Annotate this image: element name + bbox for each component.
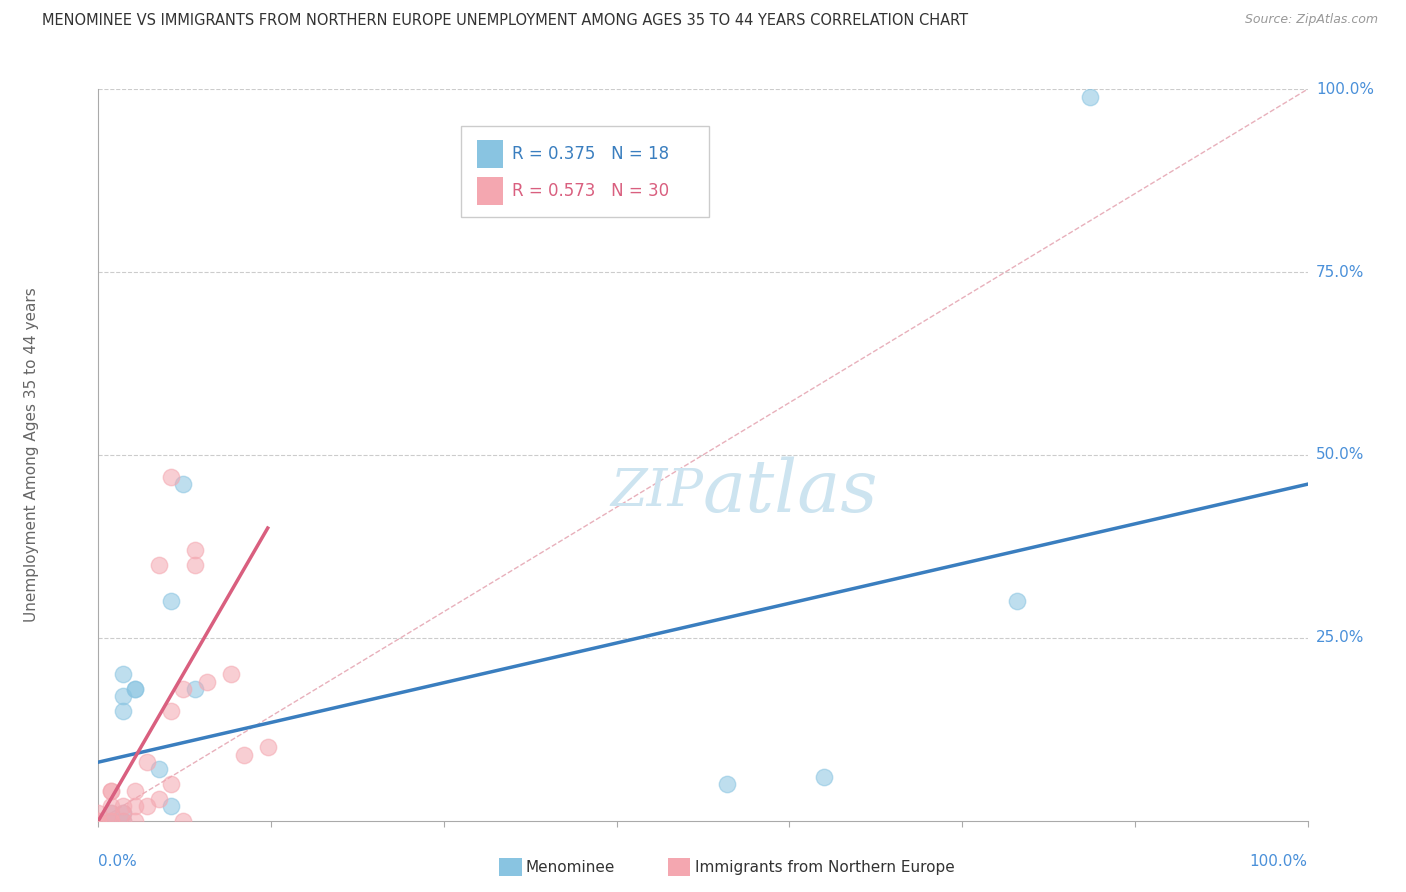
Point [111,806,134,821]
Text: MENOMINEE VS IMMIGRANTS FROM NORTHERN EUROPE UNEMPLOYMENT AMONG AGES 35 TO 44 YE: MENOMINEE VS IMMIGRANTS FROM NORTHERN EU… [42,13,969,29]
Text: 100.0%: 100.0% [1316,82,1374,96]
Point [160,470,183,484]
Text: ZIP: ZIP [610,466,703,517]
Point [813,770,835,784]
Bar [477,177,503,205]
Point [148,791,170,805]
Text: Source: ZipAtlas.com: Source: ZipAtlas.com [1244,13,1378,27]
Point [111,799,134,814]
Point [111,704,134,718]
Point [1007,594,1029,608]
Point [716,777,738,791]
Point [100,814,122,828]
Text: 50.0%: 50.0% [1316,448,1364,462]
Point [160,594,183,608]
Point [100,784,122,798]
Point [172,477,194,491]
Text: Immigrants from Northern Europe: Immigrants from Northern Europe [695,860,955,874]
Point [148,558,170,572]
Point [87,806,110,821]
Point [172,681,194,696]
Point [256,740,278,755]
Text: 75.0%: 75.0% [1316,265,1364,279]
Text: 25.0%: 25.0% [1316,631,1364,645]
Point [221,667,243,681]
Point [100,806,122,821]
Point [160,704,183,718]
Point [135,755,157,769]
Point [100,784,122,798]
Point [111,667,134,681]
Point [111,690,134,704]
Text: R = 0.573   N = 30: R = 0.573 N = 30 [512,182,669,200]
Point [124,814,146,828]
Point [100,814,122,828]
Point [87,814,110,828]
Point [100,806,122,821]
Bar [477,140,503,169]
Point [184,681,207,696]
Text: 0.0%: 0.0% [98,854,138,869]
Point [124,681,146,696]
FancyBboxPatch shape [461,126,709,218]
Point [100,814,122,828]
Text: 100.0%: 100.0% [1250,854,1308,869]
Text: Menominee: Menominee [526,860,616,874]
Point [195,674,218,689]
Point [160,777,183,791]
Text: Unemployment Among Ages 35 to 44 years: Unemployment Among Ages 35 to 44 years [24,287,39,623]
Point [111,806,134,821]
Point [148,763,170,777]
Point [111,814,134,828]
Point [124,784,146,798]
Text: R = 0.375   N = 18: R = 0.375 N = 18 [512,145,669,163]
Point [111,814,134,828]
Point [1078,89,1101,103]
Point [124,799,146,814]
Point [100,799,122,814]
Point [184,543,207,558]
Point [135,799,157,814]
Point [232,747,254,762]
Text: atlas: atlas [703,456,879,527]
Point [160,799,183,814]
Point [184,558,207,572]
Point [172,814,194,828]
Point [124,681,146,696]
Point [87,814,110,828]
